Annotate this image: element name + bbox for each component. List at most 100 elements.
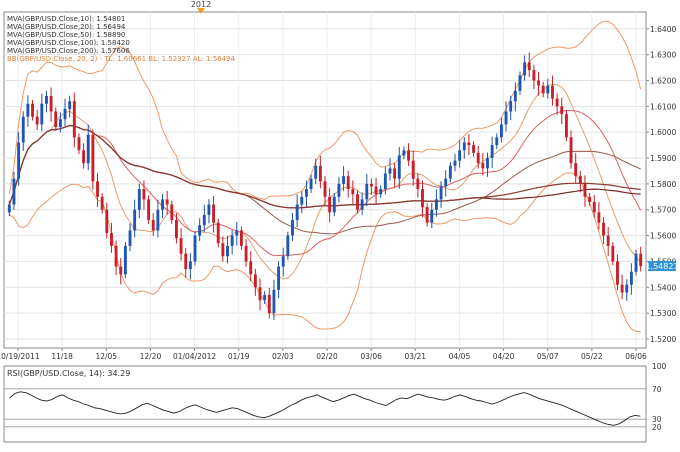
rsi-tick-label: 30 [652, 415, 662, 424]
candle-body [281, 256, 285, 267]
candle-body [434, 199, 438, 210]
candle-body [639, 253, 643, 267]
candle-body [439, 186, 443, 200]
candle-body [564, 114, 568, 138]
date-axis: 10/19/2011 11/18 12/05 12/20 01/04/2012 01/19… [0, 348, 647, 361]
candle-body [221, 243, 225, 257]
legend-entry: MVA(GBP/USD.Close,20): 1.56494 [7, 23, 126, 31]
last-price-box [648, 261, 676, 271]
candle-body [21, 116, 25, 143]
candle-body [625, 284, 629, 293]
candle-body [379, 189, 383, 195]
candle-body [597, 212, 601, 223]
candle-body [207, 204, 211, 215]
candle-body [365, 183, 369, 200]
candle-body [383, 173, 387, 190]
candle-body [31, 103, 34, 117]
candle-body [161, 199, 164, 210]
candle-body [518, 75, 522, 91]
candles [7, 52, 643, 321]
candle-body [374, 186, 378, 195]
candle-body [212, 204, 216, 223]
candle-body [527, 62, 531, 71]
legend-entry: MVA(GBP/USD.Close,10): 1.54801 [7, 15, 125, 23]
price-tick-label: 1.5200 [650, 335, 676, 344]
candle-body [202, 214, 206, 226]
candle-body [68, 101, 72, 109]
candle-body [133, 209, 137, 231]
candle-body [175, 220, 178, 239]
candle-body [318, 165, 322, 182]
candle-body [481, 163, 485, 169]
date-tick-label: 06/06 [625, 352, 647, 361]
date-tick-label: 04/20 [493, 352, 515, 361]
candle-body [541, 85, 545, 94]
candle-body [272, 289, 276, 314]
date-tick-label: 03/06 [360, 352, 382, 361]
candle-body [110, 232, 113, 246]
candle-body [193, 235, 197, 262]
candle-body [314, 165, 318, 179]
candle-body [114, 245, 118, 267]
bollinger-upper-line [8, 20, 642, 200]
candle-body [402, 150, 406, 156]
candle-body [407, 150, 411, 161]
date-tick-label: 11/18 [51, 352, 73, 361]
candle-body [58, 119, 62, 128]
candle-body [35, 116, 39, 125]
date-tick-label: 05/22 [581, 352, 603, 361]
candle-body [147, 199, 151, 221]
candle-body [295, 204, 299, 221]
candle-body [239, 230, 243, 246]
candle-body [588, 196, 592, 202]
candle-body [258, 287, 262, 301]
candle-body [616, 261, 619, 285]
candle-body [555, 98, 559, 107]
candle-body [592, 201, 596, 213]
mva200-line [8, 124, 641, 209]
price-tick-label: 1.5300 [650, 309, 676, 318]
candle-body [304, 189, 308, 197]
date-tick-label: 02/20 [316, 352, 338, 361]
date-tick-label: 12/20 [140, 352, 162, 361]
candle-body [611, 245, 615, 262]
date-tick-label: 02/03 [272, 352, 294, 361]
rsi-line [9, 391, 641, 426]
price-tick-label: 1.5800 [650, 180, 676, 189]
candle-body [634, 253, 638, 272]
main-grid [4, 12, 646, 348]
candle-body [188, 261, 192, 270]
price-tick-label: 1.5700 [650, 206, 676, 215]
year-marker: 2012 [191, 0, 211, 14]
candle-body [40, 103, 44, 125]
date-tick-label: 12/05 [95, 352, 117, 361]
candle-body [309, 178, 313, 190]
bollinger-lower-line [9, 172, 641, 333]
price-tick-label: 1.6200 [650, 76, 676, 85]
candle-body [356, 194, 359, 210]
candle-body [462, 142, 466, 151]
date-tick-label: 01/04/2012 [173, 352, 216, 361]
candle-body [63, 108, 67, 120]
candle-body [82, 150, 86, 164]
last-price-tag: 1.54821 [645, 261, 679, 271]
candle-body [119, 266, 123, 275]
rsi-tick-label: 20 [652, 423, 662, 432]
candle-body [72, 101, 76, 138]
candle-body [226, 245, 229, 257]
candle-body [179, 238, 183, 254]
candle-body [486, 158, 489, 169]
candle-body [337, 183, 341, 197]
candle-body [165, 199, 169, 205]
year-marker-label: 2012 [191, 0, 211, 9]
candle-body [332, 196, 336, 213]
rsi-tick-label: 70 [652, 385, 662, 394]
candle-body [26, 103, 30, 117]
candle-body [249, 261, 253, 275]
candle-body [137, 189, 141, 210]
candle-body [300, 196, 304, 205]
candle-body [532, 70, 536, 81]
